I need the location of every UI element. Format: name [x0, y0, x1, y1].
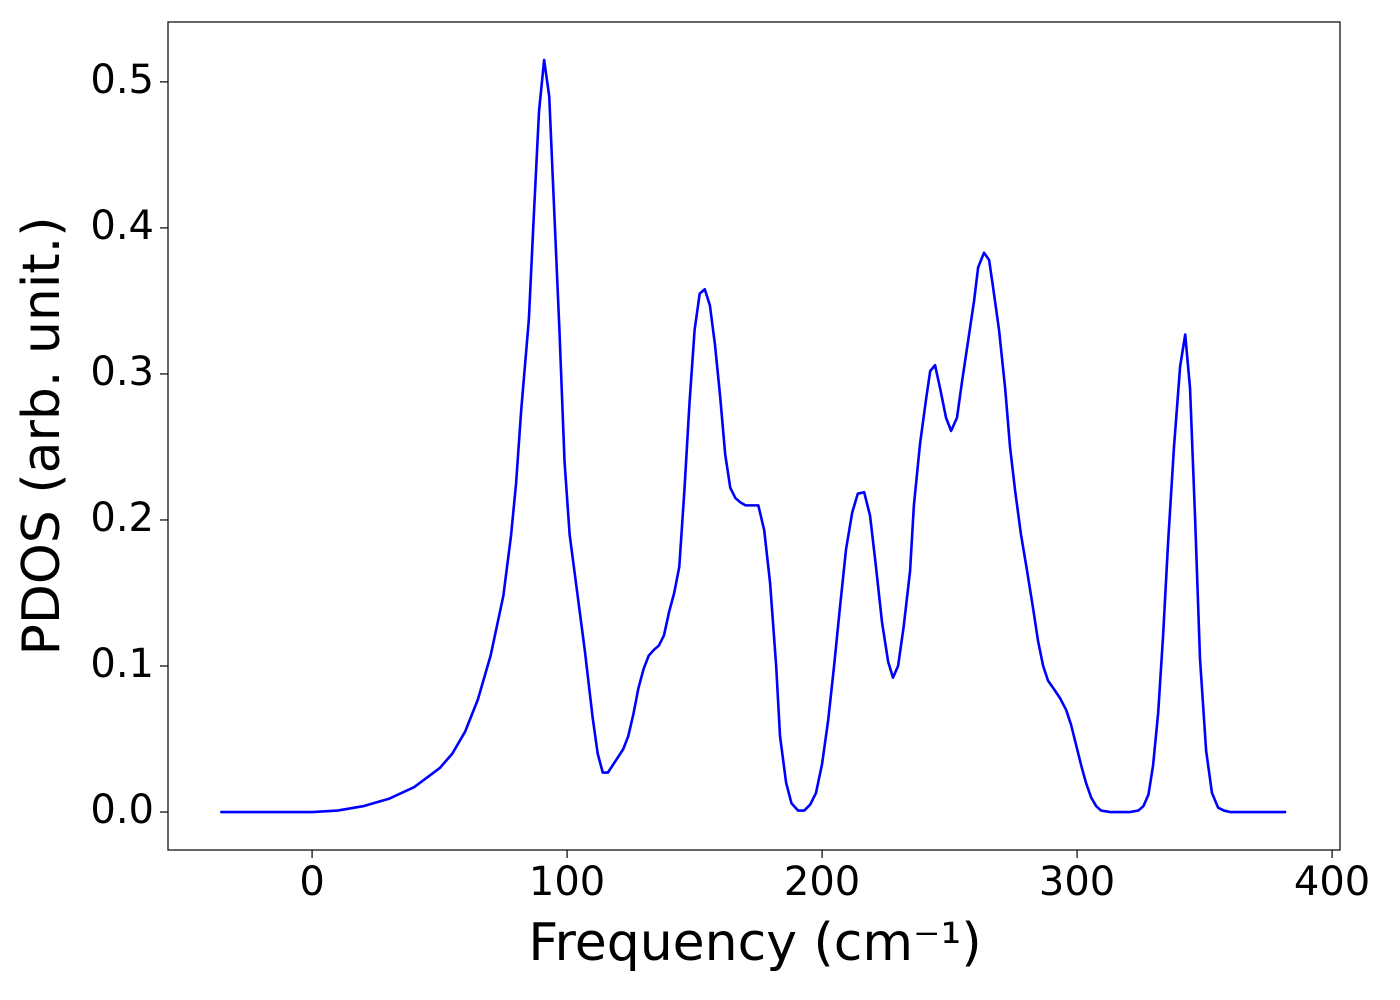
y-axis-label: PDOS (arb. unit.) [12, 216, 72, 655]
y-tick-label: 0.5 [90, 57, 154, 103]
y-tick-label: 0.3 [90, 349, 154, 395]
y-tick-label: 0.2 [90, 495, 154, 541]
line [220, 58, 1287, 814]
plot-frame [167, 21, 1341, 851]
y-tick-label: 0.1 [90, 641, 154, 687]
x-tick-label: 100 [529, 859, 605, 905]
x-axis-label: Frequency (cm⁻¹) [528, 913, 981, 973]
x-tick-label: 0 [299, 859, 324, 905]
x-tick-label: 300 [1039, 859, 1115, 905]
y-tick-label: 0.4 [90, 203, 154, 249]
y-tick-label: 0.0 [90, 787, 154, 833]
x-tick-label: 200 [784, 859, 860, 905]
x-tick-label: 400 [1294, 859, 1370, 905]
